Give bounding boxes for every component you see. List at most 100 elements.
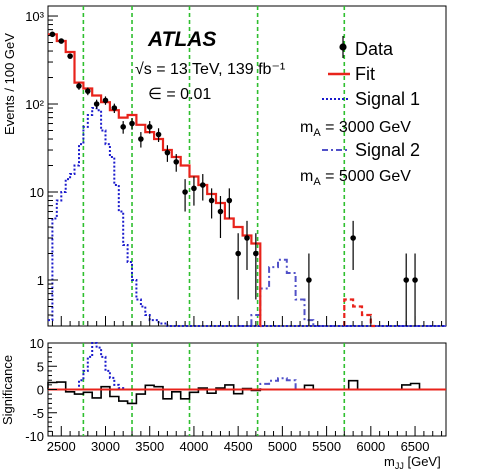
legend-signal1-mass: mA = 3000 GeV [300, 119, 411, 139]
data-marker [138, 136, 144, 142]
ratio-y-tick-label: 10 [30, 336, 44, 351]
data-point-25 [350, 220, 356, 270]
data-point-24 [306, 253, 312, 326]
x-tick-label: 2500 [47, 439, 76, 454]
data-point-19 [217, 196, 224, 239]
legend-data-label: Data [355, 39, 394, 59]
main-y-tick-label: 1 [37, 273, 44, 288]
data-marker [164, 149, 171, 156]
data-marker [111, 105, 118, 111]
ratio-y-axis-ticks: -10 -5 0 5 10 [25, 336, 57, 444]
x-tick-label: 3500 [135, 439, 164, 454]
ratio-panel: -10 -5 0 5 10 2500 3000 3500 4000 4500 5000 5500 60… [0, 336, 447, 471]
data-point-15 [182, 179, 188, 212]
main-y-tick-label: 10 [30, 185, 44, 200]
data-points [49, 31, 418, 326]
data-marker [217, 208, 224, 215]
data-marker [173, 159, 180, 165]
data-point-9 [129, 118, 135, 130]
data-marker [306, 277, 312, 283]
data-marker [93, 101, 100, 107]
data-point-20 [226, 188, 233, 219]
data-point-1 [58, 38, 65, 44]
main-y-tick-label: 10² [25, 97, 44, 112]
data-point-11 [146, 121, 153, 134]
data-marker [253, 250, 259, 257]
data-point-0 [49, 31, 56, 38]
x-axis-label: mJJ [GeV] [384, 454, 441, 471]
data-point-5 [93, 99, 100, 109]
signal1-line [48, 107, 446, 327]
data-marker [120, 124, 126, 130]
signal2-significance-line [255, 377, 301, 391]
x-tick-label: 3000 [91, 439, 120, 454]
data-marker [226, 197, 233, 204]
data-marker [208, 197, 215, 204]
data-marker [67, 53, 73, 59]
main-window-lines [82, 6, 346, 326]
data-point-21 [235, 233, 241, 300]
main-y-axis-ticks: 1 10 10² 10³ [25, 9, 58, 327]
ratio-x-axis-ticks: 2500 3000 3500 4000 4500 5000 5500 6000 6500 [47, 426, 443, 454]
signal1-significance [65, 342, 128, 391]
main-panel: 1 10 10² 10³ Events / 100 GeV ATLAS √s = 13… [2, 5, 447, 328]
data-marker [49, 31, 56, 38]
data-marker [235, 250, 241, 257]
data-point-4 [85, 87, 91, 96]
data-point-13 [164, 145, 171, 162]
data-marker [350, 235, 356, 241]
signal1-significance-line [65, 342, 128, 391]
data-point-14 [173, 154, 180, 172]
data-marker [155, 131, 162, 138]
data-point-26 [403, 253, 410, 326]
ratio-y-axis-label: Significance [0, 355, 15, 425]
main-y-tick-label: 10³ [25, 9, 44, 24]
ratio-y-tick-label: -5 [32, 406, 44, 421]
data-marker [58, 38, 65, 44]
legend-signal1-label: Signal 1 [355, 89, 420, 109]
data-point-8 [120, 121, 126, 134]
data-marker [182, 189, 188, 195]
x-tick-label: 4500 [224, 439, 253, 454]
significance-histogram [47, 379, 421, 405]
data-point-22 [244, 220, 250, 270]
epsilon-label: ∈ = 0.01 [148, 86, 211, 103]
data-point-7 [111, 103, 118, 114]
legend: Data Fit Signal 1 mA = 3000 GeV Signal 2… [300, 36, 420, 188]
data-point-3 [76, 82, 82, 90]
data-point-10 [138, 132, 144, 148]
data-marker [244, 235, 250, 241]
fit-line [48, 33, 262, 328]
data-marker [102, 97, 109, 104]
data-marker [129, 120, 135, 127]
data-marker [199, 182, 206, 188]
legend-signal2-mass: mA = 5000 GeV [300, 168, 411, 188]
data-point-16 [191, 176, 197, 206]
data-point-23 [253, 233, 259, 300]
legend-data-marker [339, 36, 347, 58]
data-point-18 [208, 188, 215, 219]
energy-lumi-label: √s = 13 TeV, 139 fb⁻¹ [135, 61, 285, 78]
x-tick-label: 5000 [268, 439, 297, 454]
data-marker [403, 277, 410, 283]
data-point-2 [67, 53, 73, 59]
signal2-histogram [238, 258, 446, 327]
x-tick-label: 4000 [179, 439, 208, 454]
ratio-y-tick-label: 5 [37, 359, 44, 374]
data-marker [191, 185, 197, 192]
significance-line [47, 379, 421, 405]
data-marker [412, 277, 418, 283]
x-tick-label: 6500 [401, 439, 430, 454]
signal1-histogram [48, 107, 446, 327]
atlas-label: ATLAS [147, 28, 216, 51]
ratio-y-tick-label: -10 [25, 429, 44, 444]
main-x-axis-ticks [51, 316, 443, 326]
signal2-line [238, 258, 446, 327]
legend-signal2-label: Signal 2 [355, 140, 420, 160]
ratio-window-lines [82, 343, 346, 436]
data-point-27 [412, 253, 418, 326]
main-y-axis-label: Events / 100 GeV [2, 33, 17, 135]
data-point-17 [199, 174, 206, 201]
data-point-6 [102, 96, 109, 105]
